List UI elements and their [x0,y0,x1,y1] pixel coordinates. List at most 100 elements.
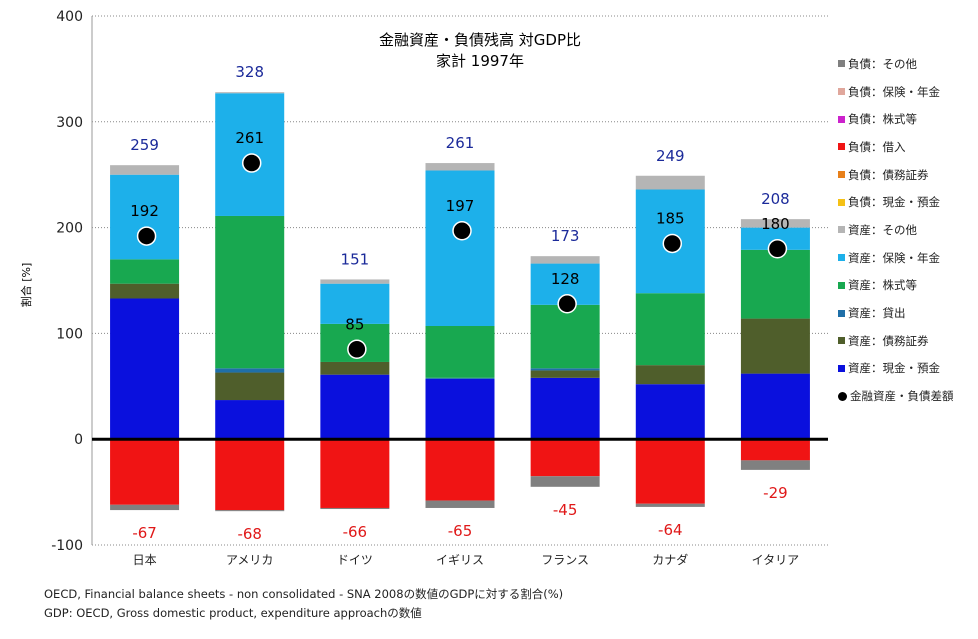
x-tick-label: ドイツ [337,553,373,567]
legend-item: 負債：保険・年金 [838,78,978,106]
bar-segment [635,175,705,190]
legend-swatch [838,143,845,151]
bar-segment [215,92,285,94]
legend-label: 負債：その他 [848,56,917,71]
y-tick-label: -100 [51,538,83,554]
bar-segment [530,256,600,264]
bar-segment [425,377,495,379]
bar-segment [530,377,600,440]
bar-segment [530,368,600,371]
legend-label: 負債：現金・預金 [848,195,940,210]
total-liabilities-label: -68 [237,525,262,543]
bar-segment [740,373,810,440]
legend-item: 金融資産・負債差額 [838,382,978,410]
total-assets-label: 261 [446,134,475,152]
net-marker [662,233,683,254]
legend-item: 資産：株式等 [838,272,978,300]
bar-segment [320,507,390,510]
legend-swatch [838,364,845,372]
net-label: 180 [761,215,790,233]
y-axis: 400 300 200 100 0 -100 [51,9,93,554]
bar-segment [320,439,390,508]
footer-source: OECD, Financial balance sheets - non con… [44,587,564,601]
legend: 負債：その他 負債：保険・年金 負債：株式等 負債：借入 負債：債務証券 負債：現金・預金… [838,50,978,410]
net-marker [767,239,788,259]
y-tick-label: 400 [56,9,83,25]
bar-segment [635,293,705,366]
bar-segment [425,378,495,440]
total-assets-label: 151 [341,250,370,268]
total-assets-label: 208 [761,190,790,208]
legend-label: 資産：保険・年金 [848,250,940,265]
legend-label: 資産：貸出 [848,306,906,321]
total-liabilities-label: -65 [448,522,473,540]
bar-segment [740,460,810,470]
legend-item: 負債：債務証券 [838,161,978,189]
bar-segment [530,370,600,378]
bar-segment [110,283,180,299]
x-tick-label: 日本 [133,553,157,567]
bar-segment [425,325,495,378]
legend-item: 負債：株式等 [838,105,978,133]
footer-gdp-note: GDP: OECD, Gross domestic product, expen… [44,606,422,620]
bar-segment [530,439,600,477]
bar-segment [215,439,285,511]
net-label: 197 [446,197,475,215]
bar-segment [110,439,180,505]
bar-segment [635,365,705,385]
bar-segment [740,318,810,374]
net-label: 261 [235,129,264,147]
x-tick-label: イタリア [752,553,800,567]
bar-segment [530,304,600,369]
bar-segment [320,361,390,375]
bar-segment [320,283,390,324]
bar-segment [530,476,600,487]
net-label: 185 [656,209,685,227]
legend-item: 資産：保険・年金 [838,244,978,272]
net-label: 128 [551,270,580,288]
legend-swatch [838,309,845,317]
legend-label: 資産：株式等 [848,278,917,293]
bar-segment [740,249,810,319]
bar-segment [425,439,495,501]
bar-segment [215,510,285,512]
bar-segment [635,439,705,504]
y-tick-label: 0 [74,432,83,448]
x-tick-label: イギリス [436,553,484,567]
net-label: 85 [345,315,364,333]
bar-segment [215,372,285,401]
total-liabilities-label: -64 [658,521,683,539]
legend-item: 資産：現金・預金 [838,355,978,383]
net-label: 192 [130,202,159,220]
bar-segment [320,374,390,440]
bar-segment [110,504,180,511]
legend-swatch [838,171,845,179]
total-assets-label: 249 [656,147,685,165]
total-assets-label: 328 [235,63,264,81]
total-assets-label: 173 [551,227,580,245]
legend-label: 負債：債務証券 [848,167,929,182]
bar-segment [635,503,705,507]
x-axis: 日本 アメリカ ドイツ イギリス フランス カナダ イタリア [92,437,828,567]
net-marker [347,339,367,360]
bar-segment [740,219,810,228]
net-marker [452,221,472,241]
legend-item: 資産：債務証券 [838,327,978,355]
y-tick-label: 300 [56,115,83,131]
legend-swatch [838,254,845,262]
total-liabilities-label: -66 [343,523,368,541]
x-tick-label: フランス [541,553,589,567]
net-marker [557,294,577,314]
bar-segment [425,500,495,508]
legend-swatch [838,226,845,234]
net-marker [136,226,157,246]
legend-item: 資産：貸出 [838,299,978,327]
net-marker [241,153,262,173]
legend-item: 負債：現金・預金 [838,188,978,216]
x-tick-label: アメリカ [226,553,273,567]
y-tick-label: 100 [56,326,83,342]
bar-segment [110,298,180,440]
bar-segment [215,368,285,373]
chart-subtitle: 家計 1997年 [436,52,524,70]
